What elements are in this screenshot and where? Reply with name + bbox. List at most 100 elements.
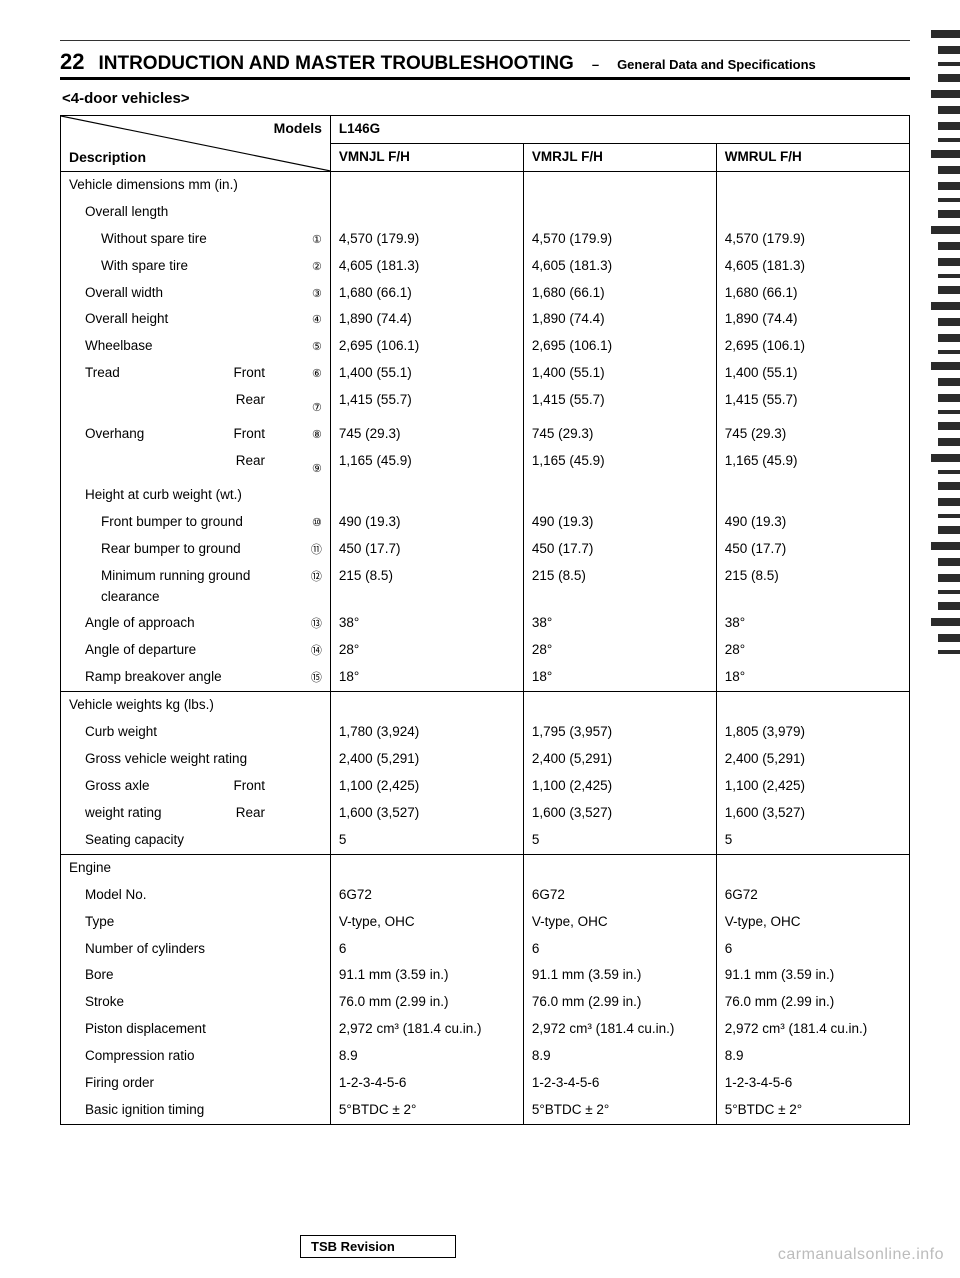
value-cell: 450 (17.7)	[330, 536, 523, 563]
table-row: Firing order1-2-3-4-5-61-2-3-4-5-61-2-3-…	[61, 1070, 910, 1097]
header-title: INTRODUCTION AND MASTER TROUBLESHOOTING	[98, 53, 573, 75]
value-cell: 1-2-3-4-5-6	[716, 1070, 909, 1097]
value-cell: 1,680 (66.1)	[523, 280, 716, 307]
value-cell: 1,415 (55.7)	[330, 387, 523, 421]
value-cell: 2,695 (106.1)	[523, 333, 716, 360]
desc-cell: Angle of approach⑬	[61, 610, 331, 637]
table-row: Overall length	[61, 199, 910, 226]
value-cell: 1,100 (2,425)	[523, 773, 716, 800]
value-cell: 76.0 mm (2.99 in.)	[716, 989, 909, 1016]
value-cell: 450 (17.7)	[523, 536, 716, 563]
value-cell	[523, 199, 716, 226]
value-cell: 4,605 (181.3)	[716, 253, 909, 280]
desc-cell: Height at curb weight (wt.)	[61, 482, 331, 509]
desc-cell: weight ratingRear	[61, 800, 331, 827]
value-cell: 38°	[330, 610, 523, 637]
table-row: Angle of approach⑬38°38°38°	[61, 610, 910, 637]
value-cell: 490 (19.3)	[716, 509, 909, 536]
value-cell	[330, 482, 523, 509]
value-cell	[523, 171, 716, 198]
table-row: Stroke76.0 mm (2.99 in.)76.0 mm (2.99 in…	[61, 989, 910, 1016]
desc-cell: Basic ignition timing	[61, 1097, 331, 1124]
value-cell	[523, 482, 716, 509]
value-cell: 1-2-3-4-5-6	[330, 1070, 523, 1097]
desc-cell: Model No.	[61, 882, 331, 909]
desc-cell: Vehicle dimensions mm (in.)	[61, 171, 331, 198]
desc-cell: Overall height④	[61, 306, 331, 333]
value-cell: 1,680 (66.1)	[716, 280, 909, 307]
table-row: Gross vehicle weight rating2,400 (5,291)…	[61, 746, 910, 773]
value-cell: 1,680 (66.1)	[330, 280, 523, 307]
value-cell: 91.1 mm (3.59 in.)	[716, 962, 909, 989]
value-cell	[330, 199, 523, 226]
value-cell	[330, 171, 523, 198]
value-cell: 28°	[330, 637, 523, 664]
value-cell: 5	[716, 827, 909, 854]
value-cell	[716, 854, 909, 881]
desc-cell: Without spare tire①	[61, 226, 331, 253]
desc-cell: Rear⑨	[61, 448, 331, 482]
desc-cell: Vehicle weights kg (lbs.)	[61, 692, 331, 719]
variant-header-2: VMRJL F/H	[523, 143, 716, 171]
value-cell: 76.0 mm (2.99 in.)	[523, 989, 716, 1016]
value-cell: 490 (19.3)	[523, 509, 716, 536]
table-row: Bore91.1 mm (3.59 in.)91.1 mm (3.59 in.)…	[61, 962, 910, 989]
table-row: With spare tire②4,605 (181.3)4,605 (181.…	[61, 253, 910, 280]
value-cell: 76.0 mm (2.99 in.)	[330, 989, 523, 1016]
models-label: Models	[274, 118, 322, 140]
value-cell: 91.1 mm (3.59 in.)	[330, 962, 523, 989]
desc-cell: Type	[61, 909, 331, 936]
value-cell: 1,890 (74.4)	[330, 306, 523, 333]
value-cell: 1,805 (3,979)	[716, 719, 909, 746]
watermark: carmanualsonline.info	[778, 1246, 944, 1264]
desc-cell: Overall width③	[61, 280, 331, 307]
value-cell: 1,415 (55.7)	[523, 387, 716, 421]
table-row: Piston displacement2,972 cm³ (181.4 cu.i…	[61, 1016, 910, 1043]
value-cell: 2,400 (5,291)	[330, 746, 523, 773]
table-row: weight ratingRear1,600 (3,527)1,600 (3,5…	[61, 800, 910, 827]
table-row: Vehicle dimensions mm (in.)	[61, 171, 910, 198]
value-cell: 215 (8.5)	[716, 563, 909, 611]
desc-cell: Compression ratio	[61, 1043, 331, 1070]
value-cell: 91.1 mm (3.59 in.)	[523, 962, 716, 989]
value-cell: 1,100 (2,425)	[716, 773, 909, 800]
value-cell: 4,570 (179.9)	[330, 226, 523, 253]
value-cell: 4,570 (179.9)	[716, 226, 909, 253]
value-cell: 1-2-3-4-5-6	[523, 1070, 716, 1097]
value-cell: V-type, OHC	[523, 909, 716, 936]
value-cell: 28°	[716, 637, 909, 664]
value-cell: 18°	[716, 664, 909, 691]
desc-cell: Rear bumper to ground⑪	[61, 536, 331, 563]
section-title: <4-door vehicles>	[62, 90, 910, 107]
value-cell	[716, 199, 909, 226]
table-row: TypeV-type, OHCV-type, OHCV-type, OHC	[61, 909, 910, 936]
page-number: 22	[60, 49, 84, 75]
desc-cell: Firing order	[61, 1070, 331, 1097]
value-cell: 1,890 (74.4)	[716, 306, 909, 333]
value-cell: 6	[330, 936, 523, 963]
desc-cell: Rear⑦	[61, 387, 331, 421]
table-row: Curb weight1,780 (3,924)1,795 (3,957)1,8…	[61, 719, 910, 746]
value-cell: 4,605 (181.3)	[523, 253, 716, 280]
table-row: Overall height④1,890 (74.4)1,890 (74.4)1…	[61, 306, 910, 333]
value-cell: 2,400 (5,291)	[716, 746, 909, 773]
table-row: Wheelbase⑤2,695 (106.1)2,695 (106.1)2,69…	[61, 333, 910, 360]
value-cell: 1,400 (55.1)	[716, 360, 909, 387]
value-cell: 745 (29.3)	[330, 421, 523, 448]
table-row: Rear⑨1,165 (45.9)1,165 (45.9)1,165 (45.9…	[61, 448, 910, 482]
value-cell: 2,695 (106.1)	[716, 333, 909, 360]
table-row: Height at curb weight (wt.)	[61, 482, 910, 509]
value-cell: 6G72	[330, 882, 523, 909]
desc-cell: Ramp breakover angle⑮	[61, 664, 331, 691]
table-row: Model No.6G726G726G72	[61, 882, 910, 909]
value-cell: 4,570 (179.9)	[523, 226, 716, 253]
desc-cell: Overall length	[61, 199, 331, 226]
value-cell: 5°BTDC ± 2°	[716, 1097, 909, 1124]
desc-cell: Minimum running ground clearance⑫	[61, 563, 331, 611]
table-row: Minimum running ground clearance⑫ 215 (8.…	[61, 563, 910, 611]
table-row: Basic ignition timing5°BTDC ± 2°5°BTDC ±…	[61, 1097, 910, 1124]
value-cell: 745 (29.3)	[716, 421, 909, 448]
value-cell: 4,605 (181.3)	[330, 253, 523, 280]
value-cell: 1,165 (45.9)	[716, 448, 909, 482]
table-row: Ramp breakover angle⑮18°18°18°	[61, 664, 910, 691]
